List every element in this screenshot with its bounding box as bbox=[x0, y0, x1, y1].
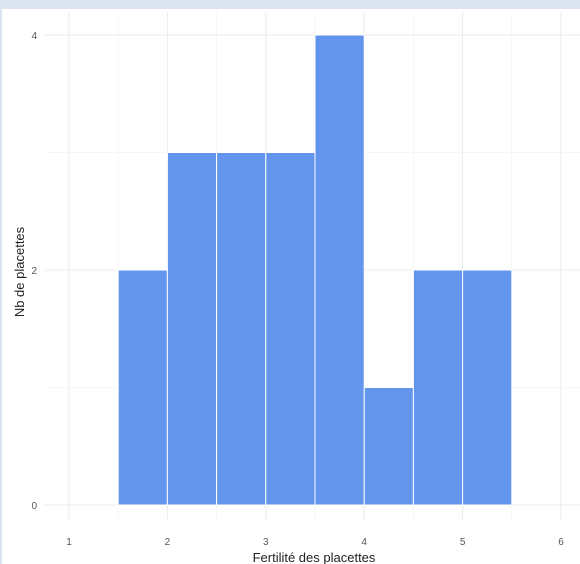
histogram-bar bbox=[314, 34, 365, 506]
x-tick-label: 2 bbox=[165, 537, 171, 548]
x-tick-label: 4 bbox=[361, 537, 367, 548]
y-tick-label: 2 bbox=[31, 266, 37, 277]
y-tick-label: 4 bbox=[31, 31, 37, 42]
histogram-bar bbox=[117, 269, 168, 506]
window-top-strip bbox=[0, 0, 580, 9]
histogram-bar bbox=[363, 387, 414, 506]
x-tick-label: 6 bbox=[558, 537, 564, 548]
y-tick-label: 0 bbox=[31, 501, 37, 512]
histogram-bar bbox=[462, 269, 513, 506]
histogram-bar bbox=[216, 152, 267, 506]
x-tick-label: 1 bbox=[66, 537, 72, 548]
x-tick-label: 3 bbox=[263, 537, 269, 548]
x-tick-label: 5 bbox=[460, 537, 466, 548]
y-tick-labels: 0 2 4 bbox=[31, 31, 37, 512]
x-axis-title: Fertilité des placettes bbox=[253, 550, 376, 564]
histogram-bar bbox=[265, 152, 316, 506]
histogram-bar bbox=[166, 152, 218, 506]
y-axis-title: Nb de placettes bbox=[12, 226, 27, 317]
bars bbox=[117, 34, 513, 506]
x-tick-labels: 1 2 3 4 5 6 bbox=[66, 537, 564, 548]
histogram-bar bbox=[412, 269, 464, 506]
window-left-strip bbox=[0, 9, 2, 564]
